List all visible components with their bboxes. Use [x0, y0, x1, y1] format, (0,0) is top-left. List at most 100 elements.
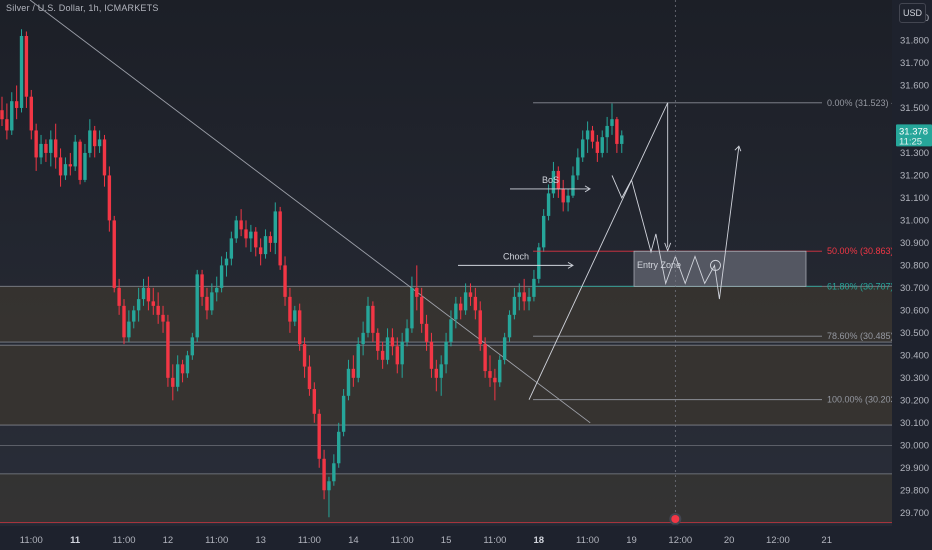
candle-body [141, 287, 146, 300]
candle-body [288, 296, 292, 322]
x-tick-label: 20 [724, 535, 735, 546]
candle [239, 209, 243, 237]
candle-body [571, 175, 575, 196]
candle [297, 303, 302, 351]
candle-body [205, 296, 209, 311]
candle-body [151, 301, 155, 306]
fib-level-label: 50.00% (30.863) - [827, 246, 899, 256]
y-tick-label: 30.400 [900, 350, 929, 361]
candle-body [200, 274, 204, 297]
candle [0, 96, 4, 126]
candle [229, 231, 234, 266]
y-tick-label: 30.000 [900, 440, 929, 451]
candle-body [224, 258, 229, 266]
candle [161, 305, 165, 333]
candle-body [468, 292, 473, 297]
y-tick-label: 31.100 [900, 193, 929, 204]
candle [78, 139, 82, 185]
candle-body [166, 321, 170, 378]
candle-body [541, 215, 546, 248]
y-tick-label: 31.000 [900, 215, 929, 226]
candle [571, 166, 575, 198]
candle [254, 227, 258, 257]
candle [390, 328, 395, 356]
candle-body [229, 238, 234, 259]
candle [244, 220, 248, 248]
candle [93, 125, 97, 158]
candle-body [117, 287, 121, 306]
candle [380, 341, 385, 369]
candle-body [385, 337, 390, 360]
candle [419, 287, 424, 333]
candle [58, 148, 63, 187]
candle-body [5, 119, 9, 131]
trend-lines [29, 0, 591, 424]
x-tick-label: 11:00 [576, 535, 599, 546]
candle [268, 231, 273, 252]
candle-body [576, 157, 580, 176]
candle [590, 125, 595, 149]
candle-body [88, 130, 92, 153]
candle-body [97, 139, 102, 147]
candle [468, 283, 473, 306]
candle-body [371, 305, 375, 333]
candle-body [366, 305, 370, 333]
candle [34, 123, 38, 171]
currency-button[interactable]: USD [899, 3, 926, 23]
candle-body [190, 337, 195, 356]
candle [473, 287, 478, 320]
candle-body [146, 287, 151, 302]
candle [576, 148, 580, 180]
y-tick-label: 30.200 [900, 395, 929, 406]
candle-body [337, 431, 341, 464]
candle [53, 123, 58, 169]
candle [10, 92, 14, 135]
candles [0, 29, 624, 518]
projection-path [611, 146, 740, 300]
candle [346, 359, 351, 401]
y-tick-label: 29.900 [900, 463, 929, 474]
x-tick-label: 21 [821, 535, 832, 546]
candle [151, 287, 155, 315]
candle-body [156, 305, 160, 315]
y-tick-label: 30.900 [900, 238, 929, 249]
event-marker-dot [671, 515, 680, 523]
candle [234, 215, 238, 243]
candle [88, 119, 92, 158]
candle-body [532, 278, 536, 297]
candle [200, 269, 204, 306]
y-tick-label: 30.100 [900, 418, 929, 429]
candle-body [239, 220, 243, 230]
candle [493, 368, 497, 401]
candle-body [473, 296, 478, 311]
projection-arrow-head [734, 145, 742, 152]
candle [180, 359, 185, 383]
candle-body [29, 96, 33, 131]
candle [615, 116, 619, 153]
y-tick-label: 30.500 [900, 328, 929, 339]
candle-body [507, 314, 512, 338]
candle-body [620, 135, 624, 144]
candle-body [107, 175, 112, 221]
x-tick-label: 18 [534, 535, 545, 546]
candle [102, 134, 107, 187]
candle [322, 449, 326, 500]
candle-body [68, 164, 73, 167]
candle-body [102, 139, 107, 176]
x-tick-label: 12:00 [668, 535, 692, 546]
candle-body [44, 143, 48, 153]
candle [498, 355, 502, 387]
candle-body [254, 231, 258, 248]
candle [400, 332, 404, 378]
candle-body [429, 341, 434, 369]
candle-body [478, 310, 482, 345]
candle-body [215, 287, 219, 293]
candle [337, 422, 341, 468]
candle [341, 389, 346, 437]
x-tick-label: 13 [255, 535, 266, 546]
candle [210, 283, 214, 315]
candle-body [244, 229, 248, 239]
